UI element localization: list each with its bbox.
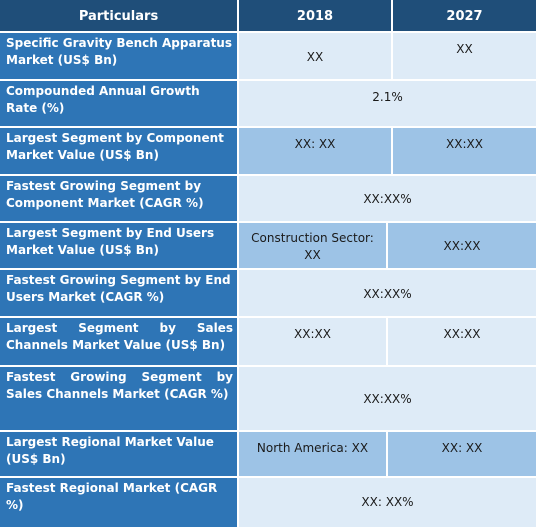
value-2027: XX:XX (391, 128, 536, 176)
value-2027: XX (391, 33, 536, 81)
row-label: Largest Segment by Component Market Valu… (0, 128, 237, 176)
table-row: Largest Segment by End Users Market Valu… (0, 221, 536, 270)
value-merged: XX: XX% (237, 478, 536, 527)
value-2018: XX (237, 33, 391, 81)
row-label: Specific Gravity Bench Apparatus Market … (0, 33, 237, 81)
table-row: Compounded Annual Growth Rate (%) 2.1% (0, 79, 536, 128)
row-label: Largest Segment by End Users Market Valu… (0, 223, 237, 270)
value-merged: XX:XX% (237, 270, 536, 318)
row-label: Fastest Growing Segment by End Users Mar… (0, 270, 237, 318)
row-label: Largest Regional Market Value (US$ Bn) (0, 432, 237, 478)
header-year-2018: 2018 (237, 0, 391, 33)
value-merged: 2.1% (237, 81, 536, 128)
value-2018: XX:XX (237, 318, 386, 367)
table-row: Specific Gravity Bench Apparatus Market … (0, 31, 536, 81)
row-label: Compounded Annual Growth Rate (%) (0, 81, 237, 128)
table-row: Fastest Growing Segment by Sales Channel… (0, 365, 536, 432)
header-year-2027: 2027 (391, 0, 536, 33)
row-label: Fastest Growing Segment by Component Mar… (0, 176, 237, 223)
row-label: Fastest Regional Market (CAGR %) (0, 478, 237, 527)
header-particulars: Particulars (0, 0, 237, 33)
table-row: Fastest Regional Market (CAGR %) XX: XX% (0, 476, 536, 527)
value-merged: XX:XX% (237, 367, 536, 432)
value-2027: XX:XX (386, 318, 536, 367)
value-2018: XX: XX (237, 128, 391, 176)
value-merged: XX:XX% (237, 176, 536, 223)
table-row: Fastest Growing Segment by End Users Mar… (0, 268, 536, 318)
table-row: Largest Segment by Sales Channels Market… (0, 316, 536, 367)
value-2018: North America: XX (237, 432, 386, 478)
table-row: Fastest Growing Segment by Component Mar… (0, 174, 536, 223)
value-2027: XX:XX (386, 223, 536, 270)
row-label: Largest Segment by Sales Channels Market… (0, 318, 237, 367)
value-2027: XX: XX (386, 432, 536, 478)
table-row: Largest Regional Market Value (US$ Bn) N… (0, 430, 536, 478)
row-label: Fastest Growing Segment by Sales Channel… (0, 367, 237, 432)
table-header-row: Particulars 2018 2027 (0, 0, 536, 33)
table-row: Largest Segment by Component Market Valu… (0, 126, 536, 176)
value-2018: Construction Sector: XX (237, 223, 386, 270)
